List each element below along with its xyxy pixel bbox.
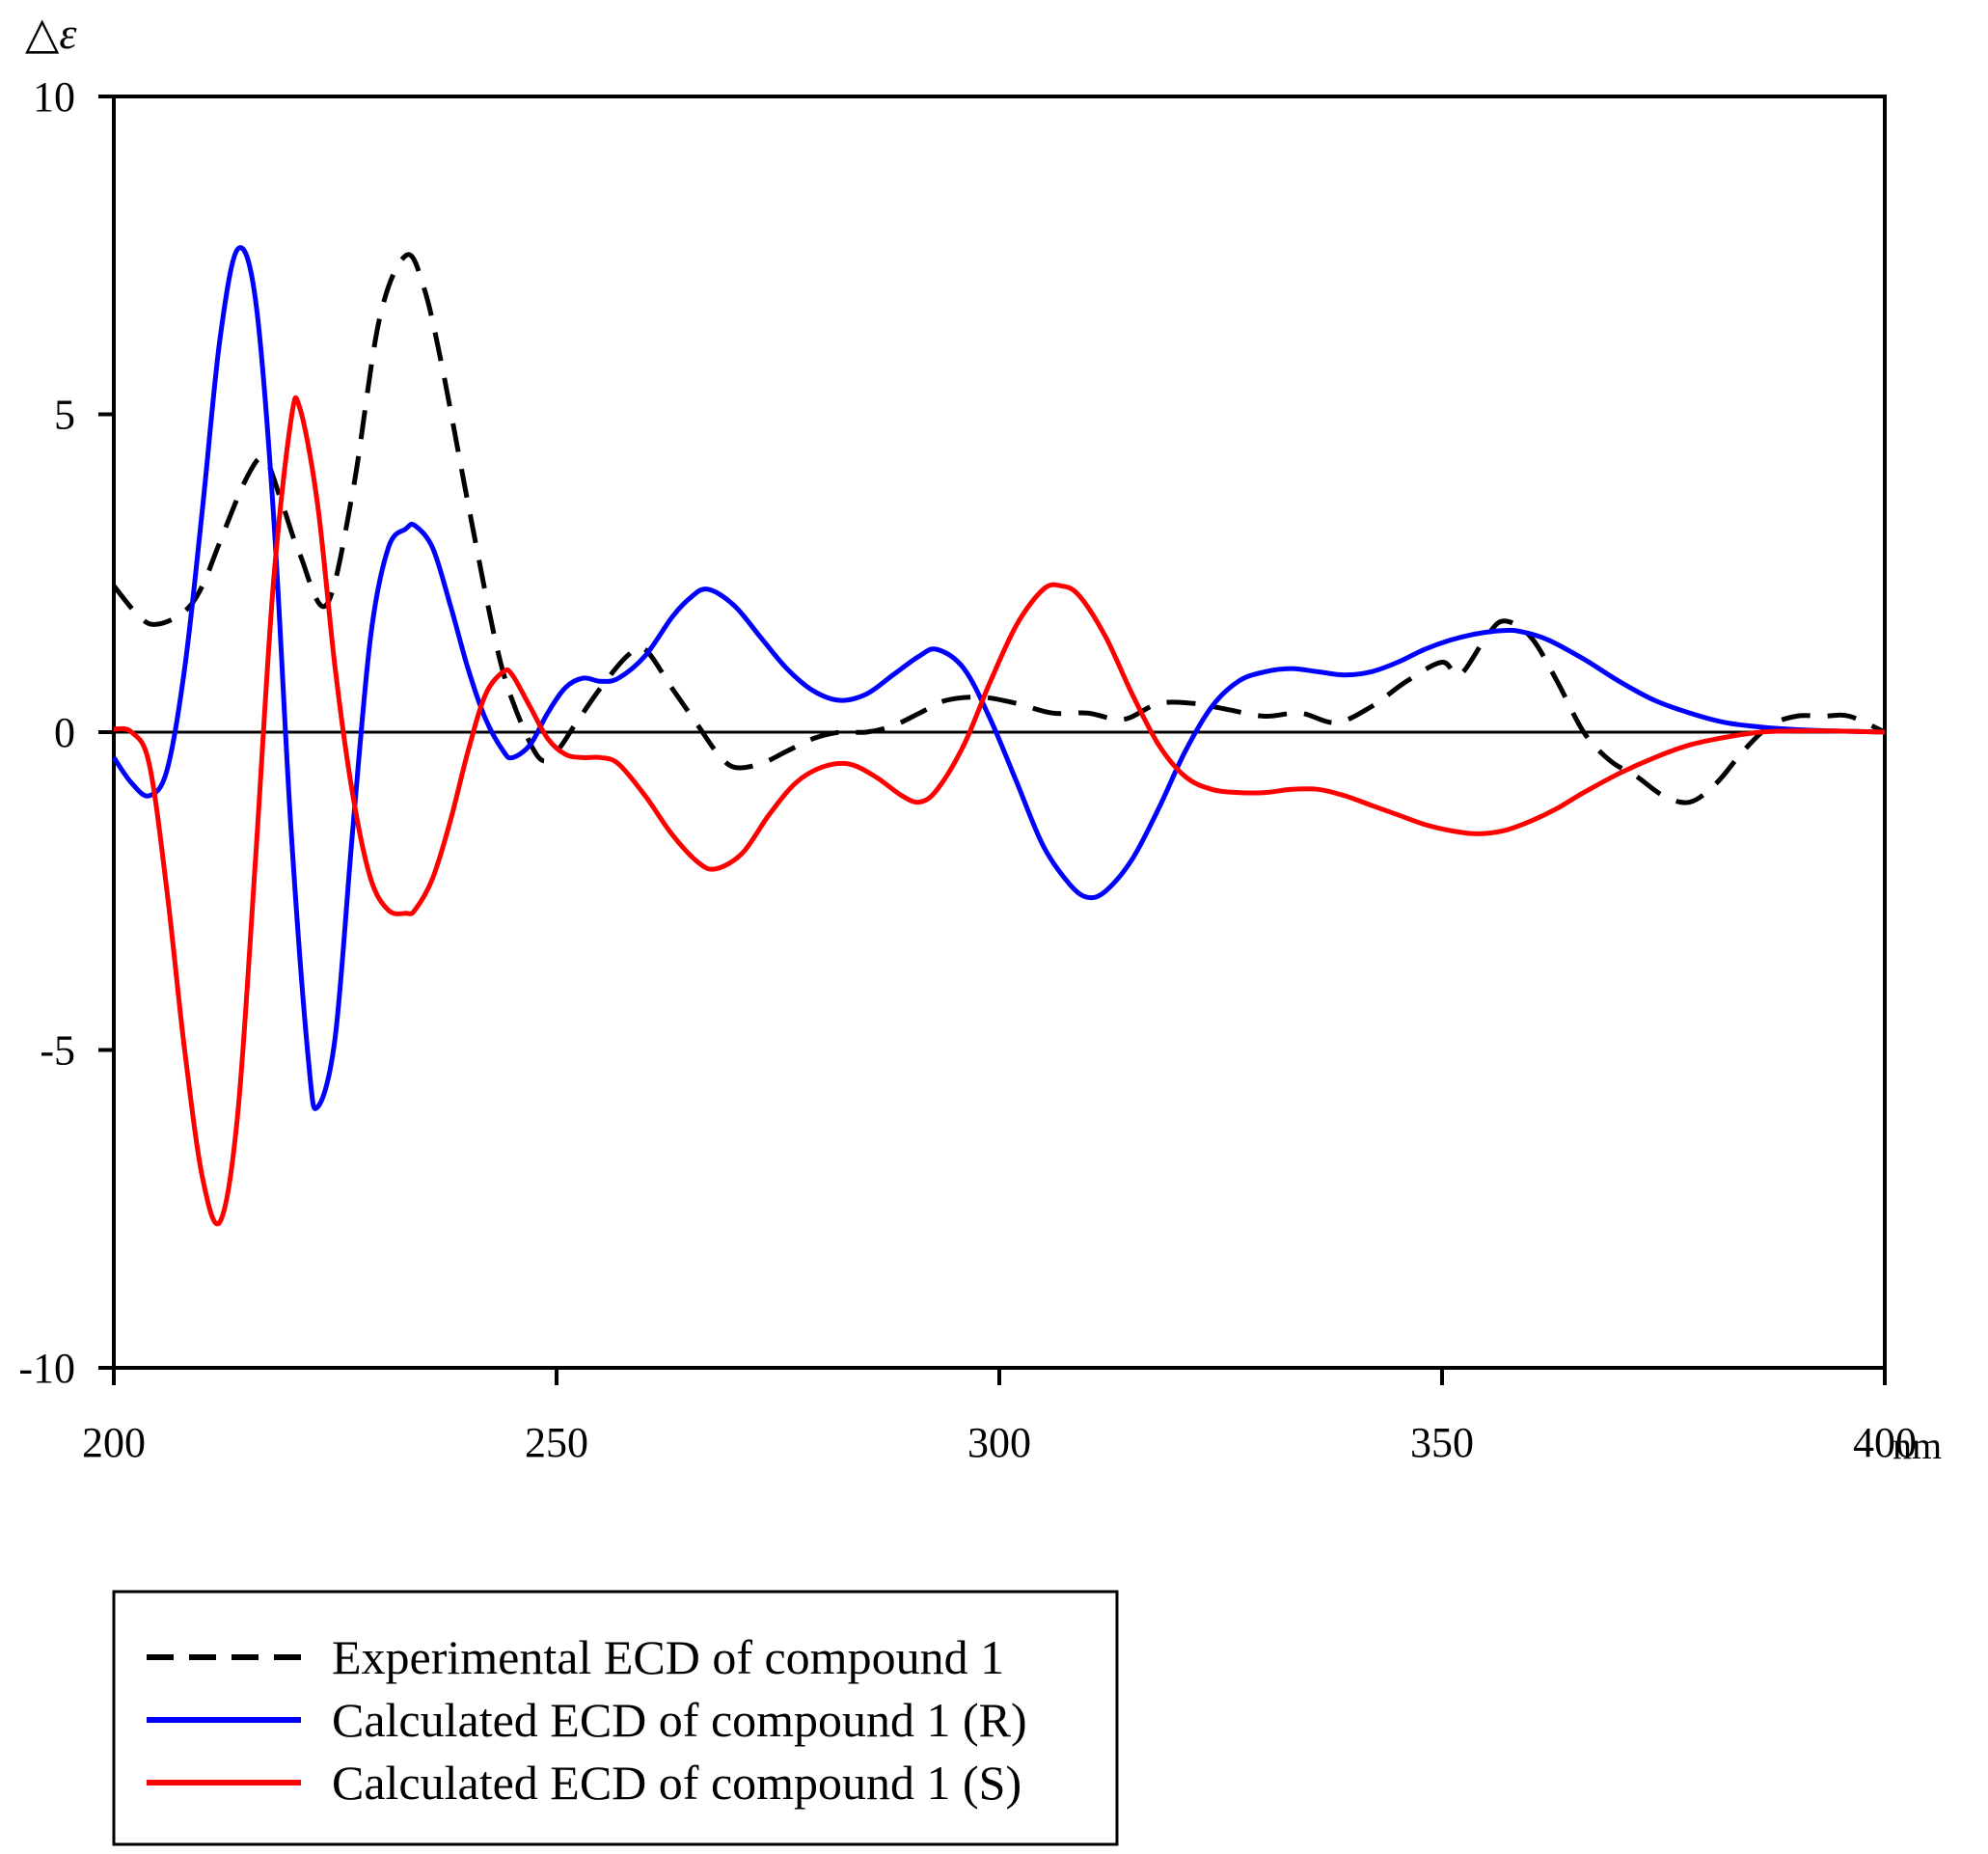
x-tick-label: 200: [82, 1419, 146, 1466]
y-axis-ticks: 10 5 0 -5 -10: [18, 73, 114, 1392]
y-tick-label: -10: [18, 1345, 75, 1392]
x-tick-label: 350: [1410, 1419, 1474, 1466]
x-tick-label: 300: [967, 1419, 1031, 1466]
y-tick-label: -5: [40, 1027, 75, 1075]
x-axis-ticks: 200 250 300 350 400: [82, 1368, 1917, 1466]
y-tick-label: 10: [33, 73, 75, 121]
series-line-calc-s: [113, 395, 1886, 1227]
legend: Experimental ECD of compound 1 Calculate…: [112, 1590, 1119, 1846]
y-axis-label: △ε: [25, 9, 77, 58]
y-tick-label: 0: [54, 709, 75, 756]
x-tick-label: 250: [525, 1419, 588, 1466]
x-axis-unit: nm: [1893, 1424, 1942, 1467]
series-lines: [111, 245, 1887, 1227]
legend-label-calc-r: Calculated ECD of compound 1 (R): [332, 1693, 1027, 1747]
series-line-calc-r: [111, 245, 1886, 1111]
series-line-experimental: [112, 252, 1887, 805]
x-tick-label: 400: [1853, 1419, 1917, 1466]
y-tick-label: 5: [54, 392, 75, 439]
legend-label-experimental: Experimental ECD of compound 1: [332, 1630, 1004, 1684]
legend-label-calc-s: Calculated ECD of compound 1 (S): [332, 1756, 1021, 1810]
